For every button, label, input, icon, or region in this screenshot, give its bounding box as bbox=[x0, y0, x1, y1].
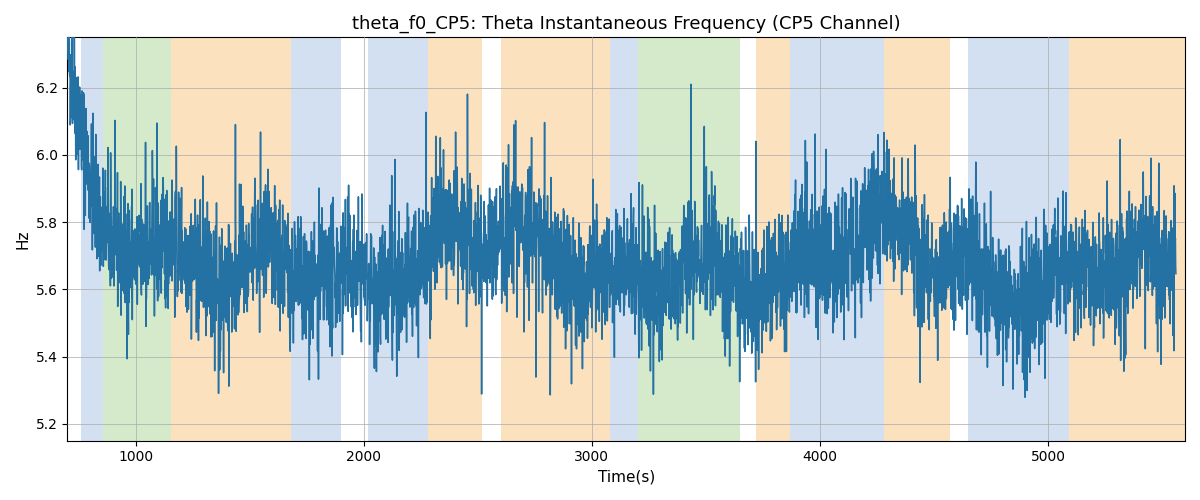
Bar bbox=[637, 38, 740, 440]
Bar bbox=[80, 38, 103, 440]
X-axis label: Time(s): Time(s) bbox=[598, 470, 655, 485]
Bar bbox=[172, 38, 290, 440]
Bar bbox=[884, 38, 950, 440]
Bar bbox=[1069, 38, 1186, 440]
Bar bbox=[968, 38, 1069, 440]
Bar bbox=[368, 38, 427, 440]
Bar bbox=[610, 38, 637, 440]
Bar bbox=[500, 38, 610, 440]
Bar bbox=[290, 38, 341, 440]
Title: theta_f0_CP5: Theta Instantaneous Frequency (CP5 Channel): theta_f0_CP5: Theta Instantaneous Freque… bbox=[352, 15, 900, 34]
Bar bbox=[756, 38, 791, 440]
Bar bbox=[791, 38, 884, 440]
Bar bbox=[427, 38, 482, 440]
Bar bbox=[103, 38, 172, 440]
Y-axis label: Hz: Hz bbox=[16, 230, 30, 249]
